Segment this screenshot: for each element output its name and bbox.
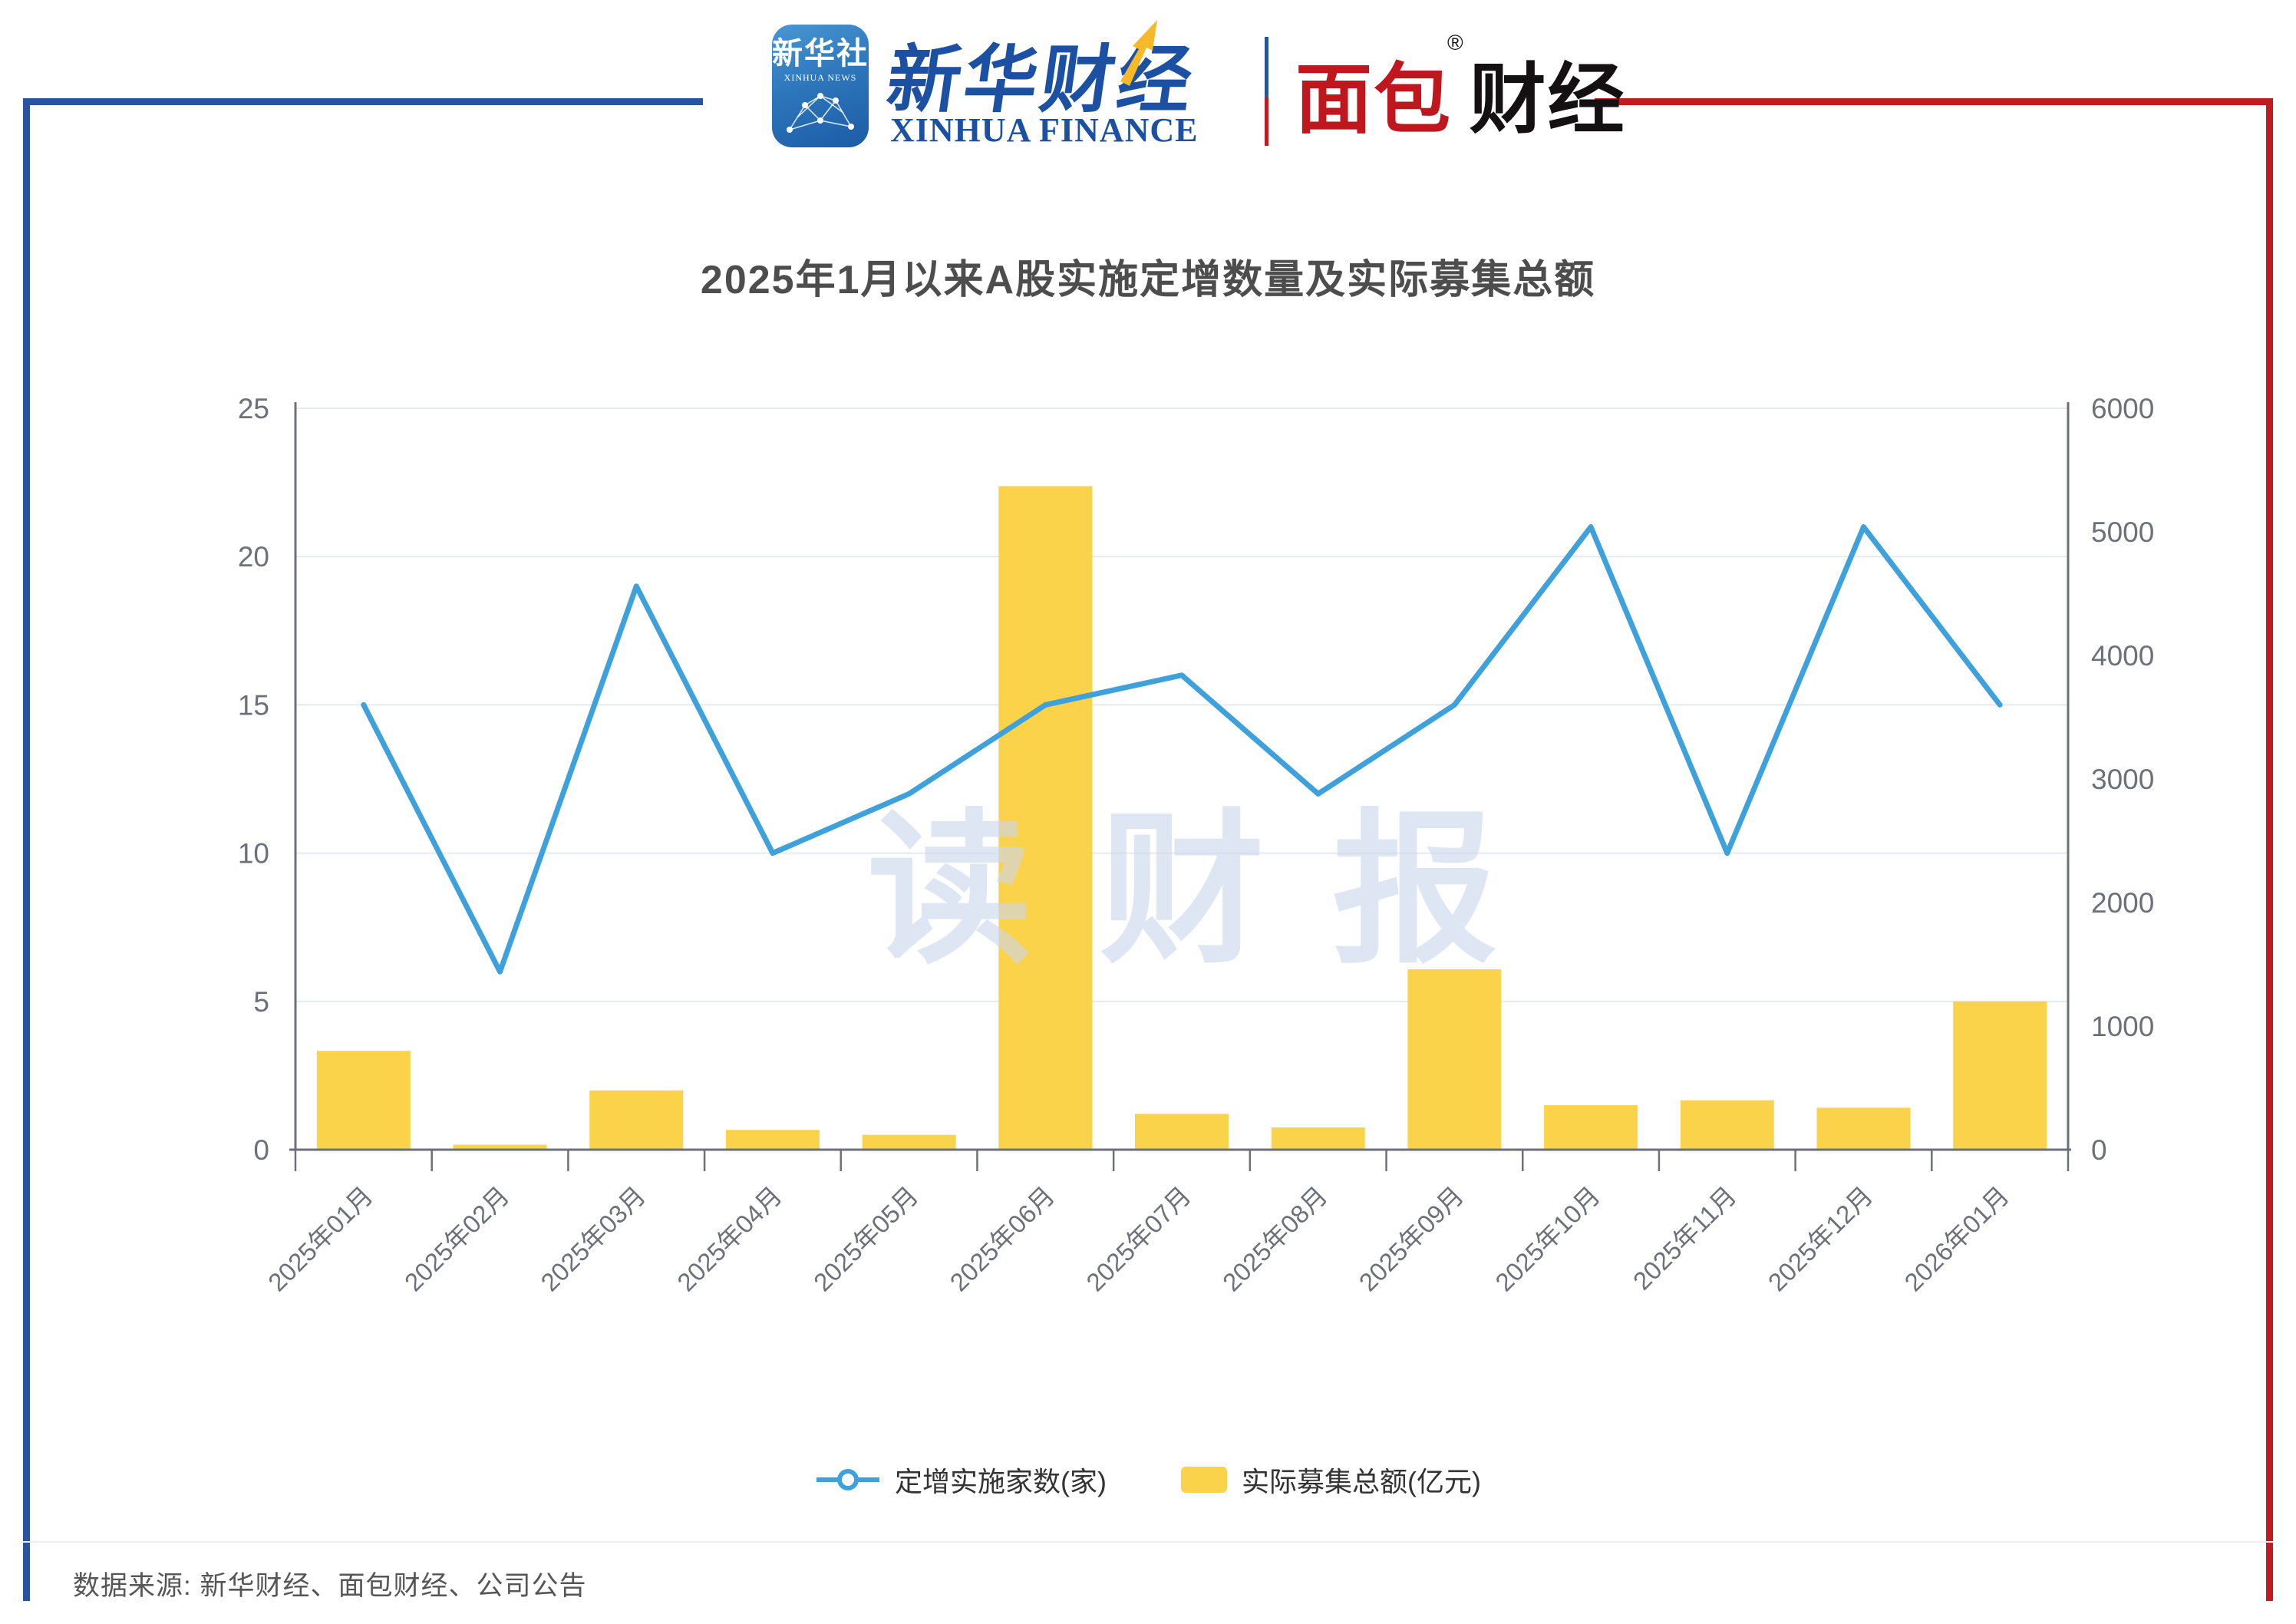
registered-trademark-mark: ® (1447, 31, 1465, 54)
mianbao-logo-red-part: 面包 (1295, 57, 1452, 143)
bar-2025年08月 (1271, 1127, 1365, 1150)
x-axis-label-2025年04月: 2025年04月 (671, 1181, 787, 1297)
y-axis-right-label-6000: 6000 (2091, 393, 2154, 424)
x-axis-label-2025年06月: 2025年06月 (945, 1181, 1061, 1297)
chart-legend: 定增实施家数(家) 实际募集总额(亿元) (0, 1460, 2296, 1500)
line-series-marker-icon (816, 1469, 880, 1490)
bar-2025年12月 (1816, 1107, 1911, 1150)
x-axis-label-2025年10月: 2025年10月 (1489, 1181, 1605, 1297)
xinhua-news-app-icon: 新华社 XINHUA NEWS (772, 25, 869, 147)
xinhua-news-icon-cn-label: 新华社 (772, 37, 869, 71)
chart-title: 2025年1月以来A股实施定增数量及实际募集总额 (700, 258, 1596, 302)
y-axis-right-label-2000: 2000 (2091, 887, 2154, 919)
y-axis-right-label-0: 0 (2091, 1134, 2107, 1166)
xinhua-finance-en-wordmark: XINHUA FINANCE (890, 111, 1199, 149)
bar-2025年07月 (1135, 1114, 1229, 1150)
x-axis-label-2026年01月: 2026年01月 (1898, 1181, 2014, 1297)
y-axis-left-label-0: 0 (253, 1134, 269, 1166)
x-axis-label-2025年03月: 2025年03月 (535, 1181, 651, 1297)
y-axis-left-label-20: 20 (238, 541, 269, 573)
legend-item-line-series: 定增实施家数(家) (815, 1460, 1107, 1500)
frame-line-red-right (2266, 98, 2273, 1601)
x-axis-label-2025年01月: 2025年01月 (262, 1181, 378, 1297)
line-series-path (361, 524, 2003, 975)
y-axis-right-label-1000: 1000 (2091, 1011, 2154, 1042)
y-axis-right-label-5000: 5000 (2091, 517, 2154, 548)
bar-2025年10月 (1544, 1105, 1638, 1150)
legend-label-line-series: 定增实施家数(家) (895, 1466, 1107, 1497)
legend-item-bar-series: 实际募集总额(亿元) (1180, 1460, 1481, 1500)
mianbao-logo-black-part: 财经 (1469, 57, 1626, 143)
bar-2025年06月 (998, 486, 1093, 1150)
bar-series-marker-icon (1181, 1467, 1227, 1493)
finance-logo-arrow-icon (1120, 20, 1157, 86)
x-axis-label-2025年12月: 2025年12月 (1763, 1181, 1879, 1297)
bar-2025年01月 (316, 1051, 411, 1150)
bar-2025年02月 (453, 1144, 547, 1150)
header-divider (1265, 37, 1268, 146)
xinhua-news-icon-en-label: XINHUA NEWS (783, 72, 857, 83)
x-axis-label-2025年09月: 2025年09月 (1354, 1181, 1470, 1297)
legend-label-bar-series: 实际募集总额(亿元) (1242, 1466, 1481, 1497)
mianbao-finance-logo: 面包 ®财经 (1295, 31, 1626, 148)
y-axis-left-label-10: 10 (238, 838, 269, 870)
bar-2026年01月 (1953, 1001, 2047, 1150)
x-axis-label-2025年02月: 2025年02月 (399, 1181, 515, 1297)
x-axis-label-2025年11月: 2025年11月 (1628, 1181, 1742, 1296)
y-axis-left-label-25: 25 (238, 393, 269, 424)
bar-2025年11月 (1680, 1100, 1774, 1150)
y-axis-left-label-15: 15 (238, 689, 269, 721)
bar-2025年09月 (1407, 969, 1502, 1150)
x-axis-label-2025年05月: 2025年05月 (808, 1181, 924, 1297)
bar-2025年04月 (725, 1130, 820, 1150)
bar-2025年05月 (862, 1134, 956, 1150)
footer-divider (23, 1541, 2273, 1543)
frame-line-blue-top (23, 98, 703, 105)
x-axis-label-2025年07月: 2025年07月 (1080, 1181, 1196, 1297)
bar-2025年03月 (589, 1090, 684, 1150)
data-source-note: 数据来源: 新华财经、面包财经、公司公告 (73, 1571, 587, 1601)
y-axis-right-label-3000: 3000 (2091, 764, 2154, 795)
network-globe-icon (787, 93, 854, 133)
xinhua-finance-logo: 新华财经 XINHUA FINANCE (882, 20, 1249, 150)
x-axis-label-2025年08月: 2025年08月 (1217, 1181, 1333, 1297)
y-axis-right-label-4000: 4000 (2091, 640, 2154, 672)
y-axis-left-label-5: 5 (253, 986, 269, 1018)
frame-line-red-top (1595, 98, 2273, 105)
frame-line-blue-left (23, 98, 30, 1601)
